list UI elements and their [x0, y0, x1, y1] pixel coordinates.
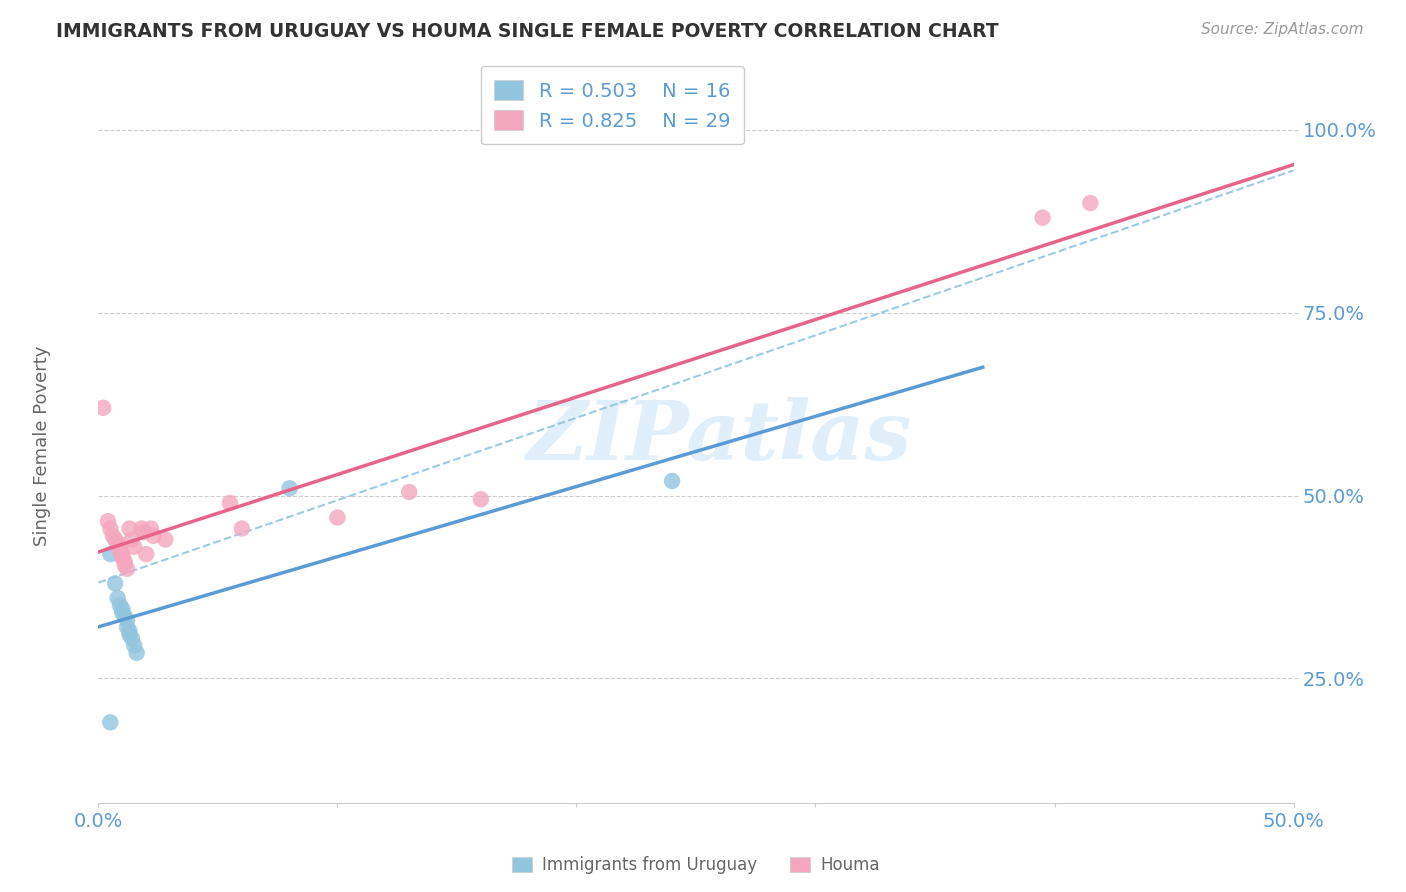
Point [107, 536, 129, 550]
Point [231, 521, 253, 535]
Point [98, 715, 122, 730]
Point [219, 496, 242, 510]
Point [97, 514, 120, 528]
Point [111, 602, 134, 616]
Point [115, 613, 138, 627]
Point [115, 562, 138, 576]
Point [101, 529, 124, 543]
Point [114, 558, 136, 573]
Point [111, 550, 134, 565]
Point [114, 554, 136, 568]
Point [121, 632, 143, 646]
Point [326, 510, 349, 524]
Point [124, 540, 146, 554]
Point [91, 401, 114, 415]
Point [114, 609, 136, 624]
Point [155, 533, 177, 547]
Point [118, 521, 141, 535]
Point [661, 474, 683, 488]
Point [125, 646, 148, 660]
Point [98, 547, 122, 561]
Point [142, 529, 165, 543]
Point [98, 521, 122, 535]
Point [108, 540, 131, 554]
Point [124, 639, 146, 653]
Text: Single Female Poverty: Single Female Poverty [34, 346, 51, 546]
Point [1032, 211, 1054, 225]
Point [132, 525, 155, 540]
Point [115, 620, 138, 634]
Point [111, 606, 134, 620]
Text: IMMIGRANTS FROM URUGUAY VS HOUMA SINGLE FEMALE POVERTY CORRELATION CHART: IMMIGRANTS FROM URUGUAY VS HOUMA SINGLE … [56, 22, 998, 41]
Point [111, 547, 134, 561]
Legend: Immigrants from Uruguay, Houma: Immigrants from Uruguay, Houma [503, 847, 889, 882]
Text: ZIPatlas: ZIPatlas [527, 397, 912, 477]
Point [118, 624, 141, 638]
Point [139, 521, 162, 535]
Point [107, 591, 129, 605]
Point [104, 576, 127, 591]
Point [104, 533, 127, 547]
Point [121, 533, 143, 547]
Point [278, 481, 301, 495]
Point [470, 492, 492, 507]
Point [108, 599, 131, 613]
Point [108, 543, 131, 558]
Point [118, 627, 141, 641]
Point [135, 547, 157, 561]
Point [398, 485, 420, 500]
Text: Source: ZipAtlas.com: Source: ZipAtlas.com [1201, 22, 1364, 37]
Point [131, 521, 153, 535]
Point [1080, 196, 1102, 211]
